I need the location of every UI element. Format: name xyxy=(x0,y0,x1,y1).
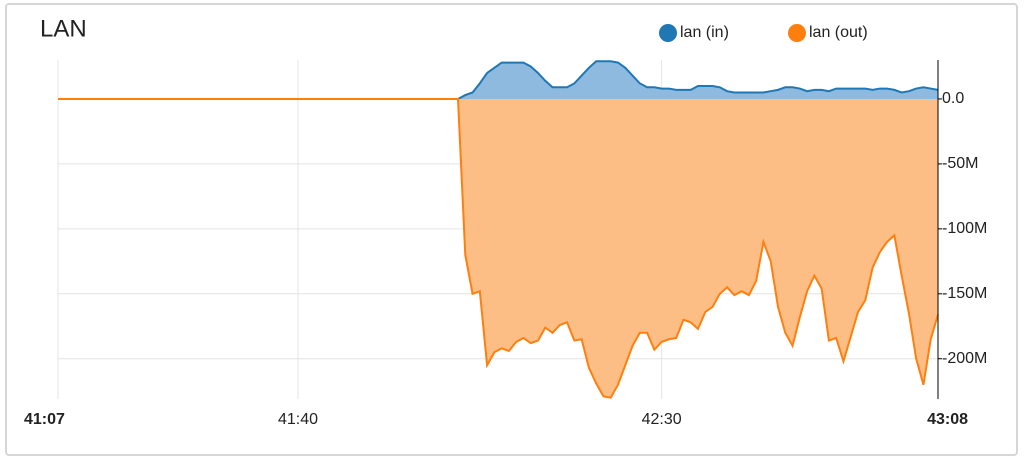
y-tick-label: -50M xyxy=(942,155,978,172)
legend-label: lan (in) xyxy=(680,24,729,41)
y-tick-label: -150M xyxy=(942,285,987,302)
line xyxy=(58,60,939,100)
y-tick-label: -200M xyxy=(942,350,987,367)
y-tick-label: 0.0 xyxy=(942,90,964,107)
area xyxy=(58,98,938,398)
legend-marker xyxy=(788,24,806,42)
x-tick-label: 41:40 xyxy=(278,411,318,428)
area xyxy=(58,61,938,99)
x-tick-label: 43:08 xyxy=(927,411,968,428)
chart-title: LAN xyxy=(40,15,87,42)
y-tick-label: -100M xyxy=(942,220,987,237)
x-tick-label: 42:30 xyxy=(642,411,682,428)
line xyxy=(58,97,939,399)
legend-marker xyxy=(659,24,677,42)
x-tick-label: 41:07 xyxy=(24,411,65,428)
legend-label: lan (out) xyxy=(809,24,868,41)
